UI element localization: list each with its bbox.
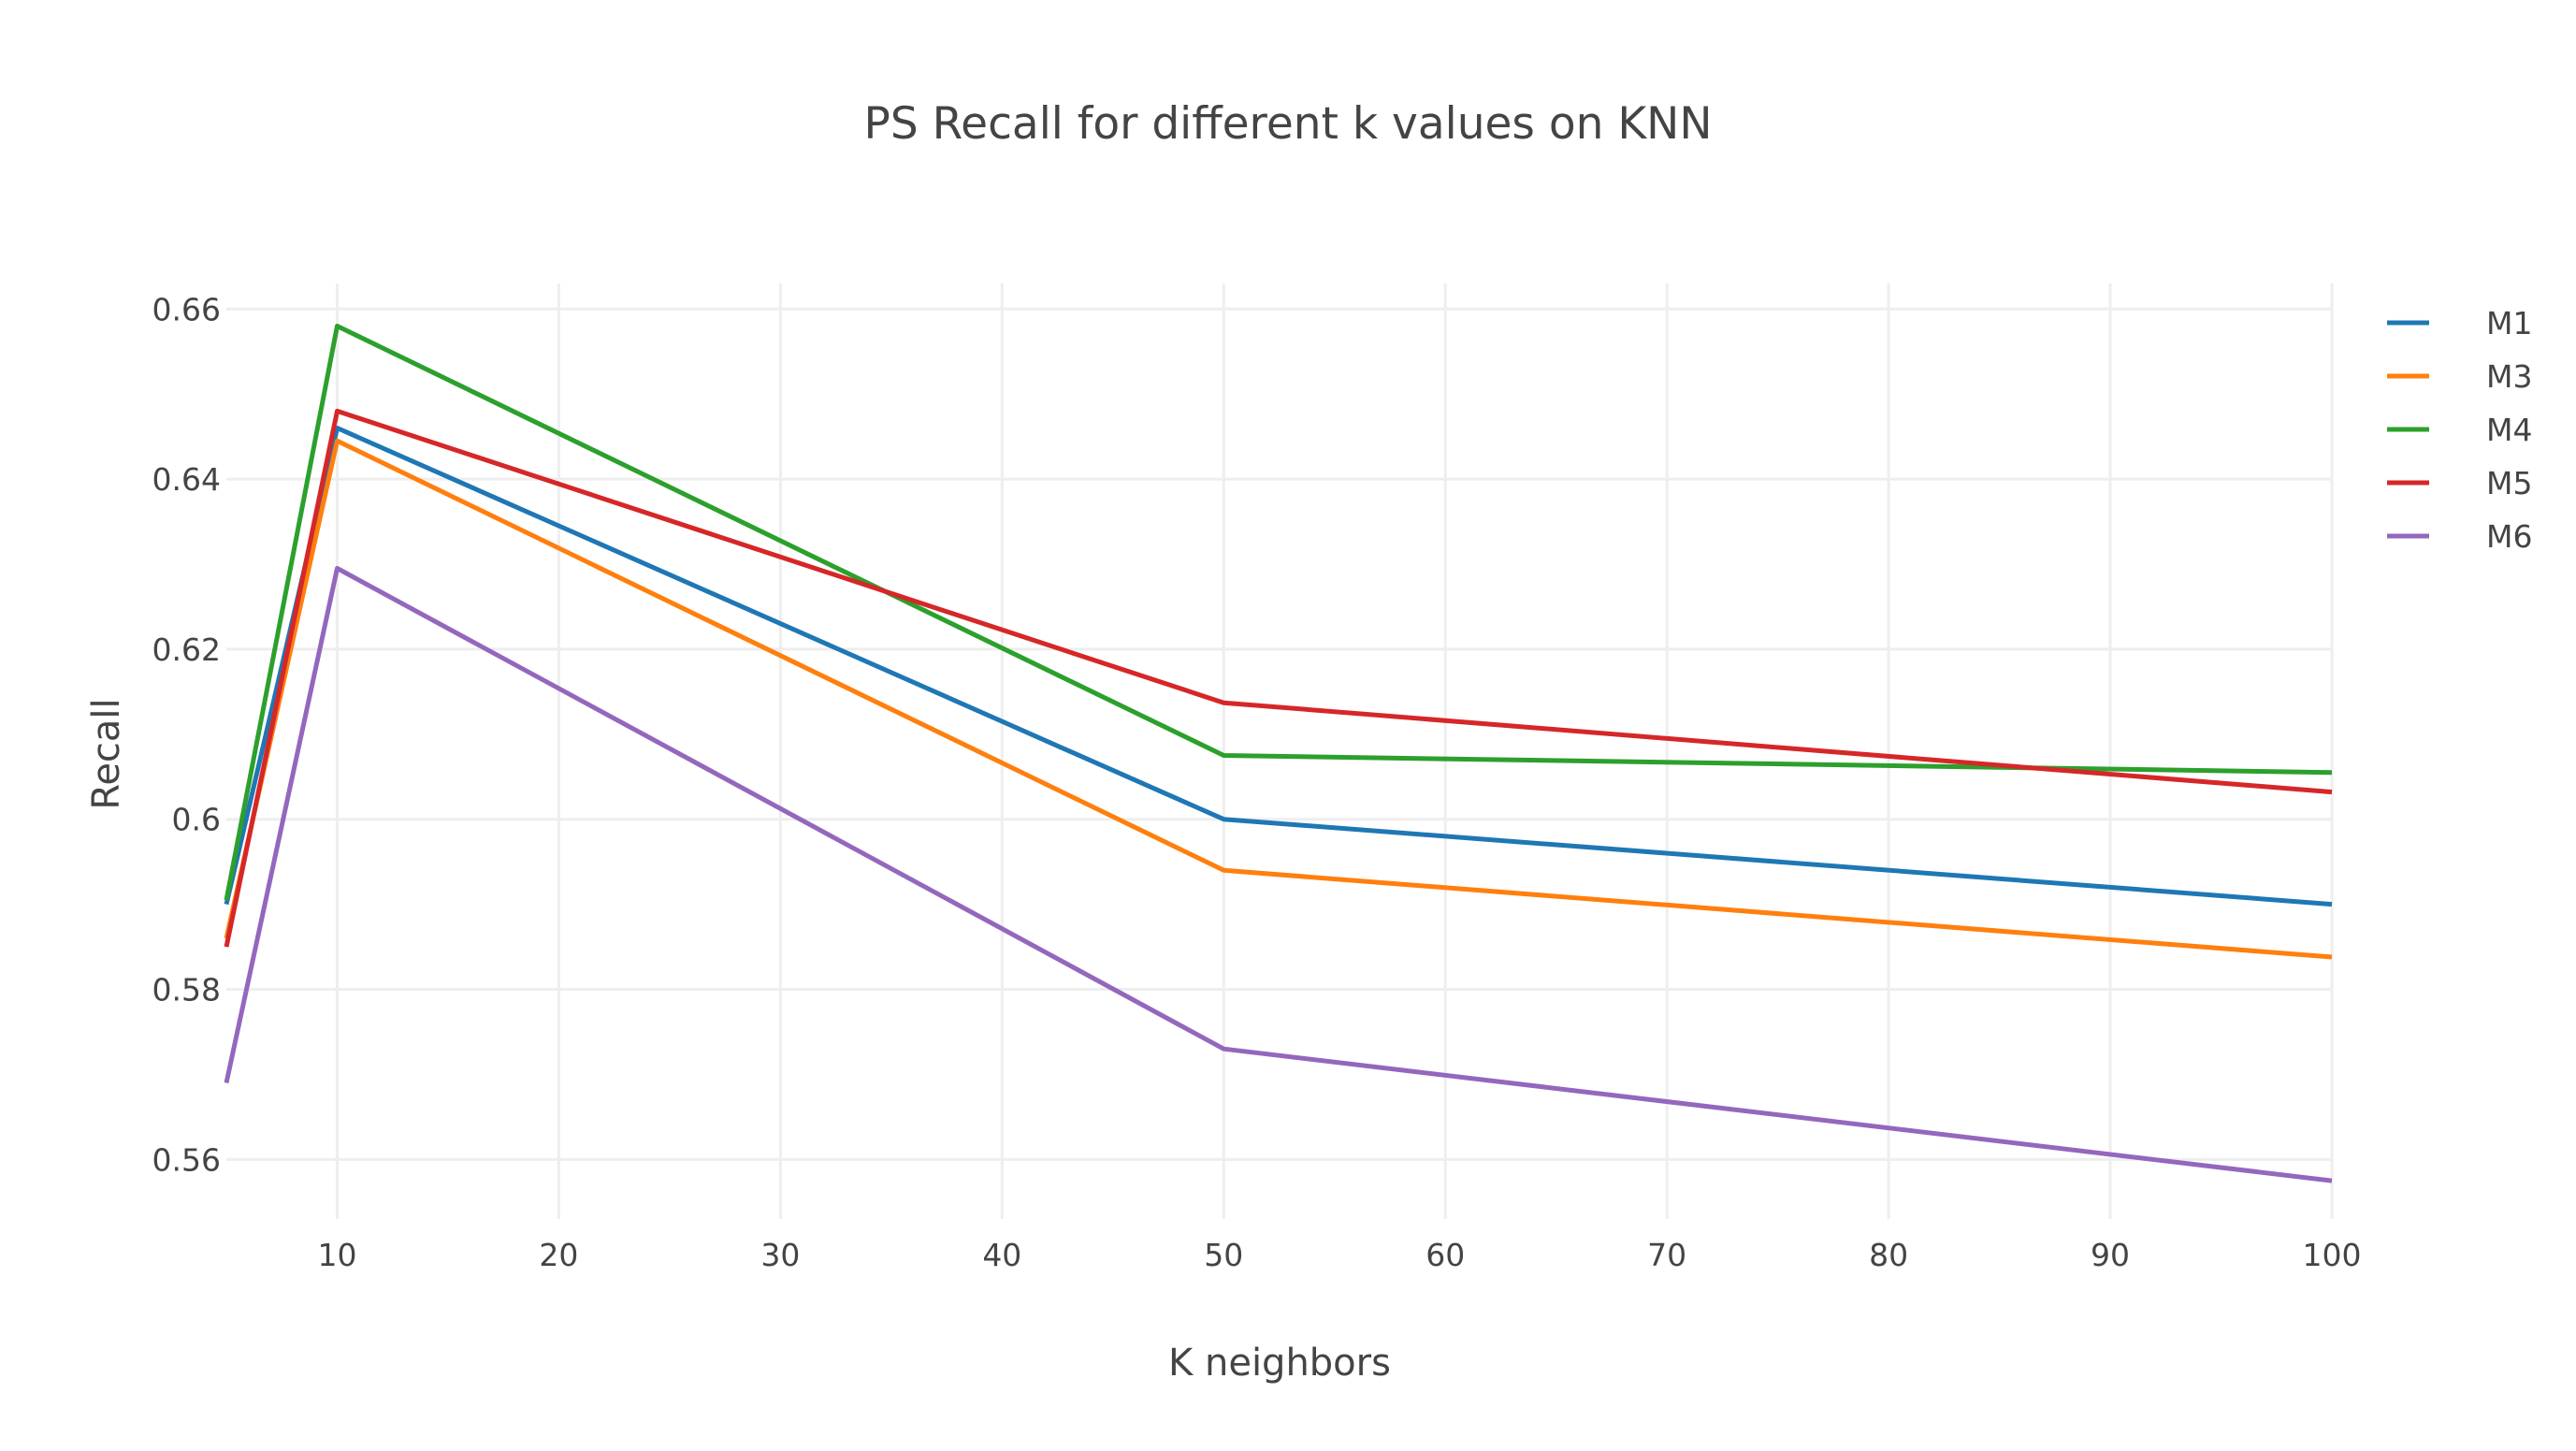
legend: M1 M3 M4 M5 M6	[2387, 305, 2532, 555]
series-line-m4	[224, 324, 2333, 901]
x-tick-label: 50	[1204, 1237, 1243, 1273]
x-tick-label: 40	[982, 1237, 1021, 1273]
y-tick-label: 0.6	[172, 802, 221, 838]
x-tick-label: 80	[1869, 1237, 1908, 1273]
y-tick-label: 0.66	[152, 291, 221, 327]
y-tick-label: 0.58	[152, 972, 221, 1008]
series-line-m5	[224, 408, 2333, 948]
y-tick-label: 0.64	[152, 461, 221, 498]
legend-label-m4: M4	[2486, 412, 2532, 448]
x-axis-ticks: 10 20 30 40 50 60 70 80 90 100	[317, 1237, 2361, 1273]
x-tick-label: 30	[760, 1237, 800, 1273]
legend-label-m3: M3	[2486, 358, 2532, 395]
y-gridlines	[226, 307, 2332, 1161]
x-gridlines	[335, 283, 2334, 1219]
x-tick-label: 20	[539, 1237, 578, 1273]
legend-label-m6: M6	[2486, 518, 2532, 555]
x-axis-title: K neighbors	[1168, 1342, 1391, 1385]
x-tick-label: 70	[1647, 1237, 1686, 1273]
y-tick-label: 0.56	[152, 1141, 221, 1178]
legend-label-m5: M5	[2486, 465, 2532, 501]
x-tick-label: 100	[2303, 1237, 2362, 1273]
x-tick-label: 90	[2091, 1237, 2130, 1273]
x-tick-label: 60	[1425, 1237, 1465, 1273]
y-axis-title: Recall	[85, 698, 128, 809]
y-axis-ticks: 0.56 0.58 0.6 0.62 0.64 0.66	[152, 291, 221, 1178]
x-tick-label: 10	[317, 1237, 356, 1273]
legend-label-m1: M1	[2486, 305, 2532, 341]
series-line-m6	[224, 566, 2333, 1183]
chart-title: PS Recall for different k values on KNN	[864, 98, 1713, 150]
plot-series	[224, 324, 2333, 1183]
series-line-m1	[224, 426, 2333, 907]
y-tick-label: 0.62	[152, 631, 221, 668]
